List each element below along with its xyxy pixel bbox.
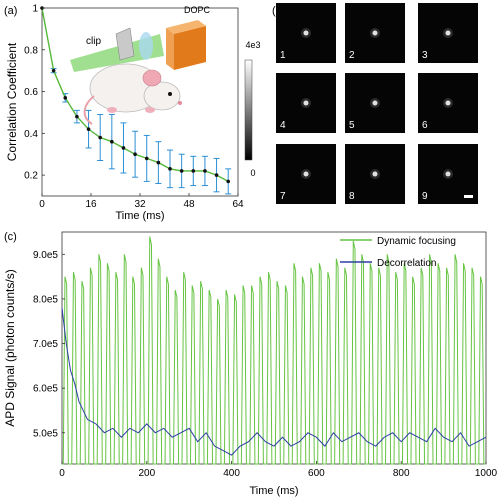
y-tick-label: 9.0e5 — [33, 250, 58, 261]
speckle-tile-label: 9 — [422, 191, 428, 202]
data-point — [52, 69, 56, 73]
speckle-tile-label: 6 — [422, 120, 428, 131]
mouse-paw — [145, 107, 155, 113]
panel-c-x-axis-label: Time (ms) — [249, 485, 298, 497]
x-tick-label: 32 — [134, 199, 146, 210]
data-point — [180, 169, 184, 173]
panel-a-x-axis-label: Time (ms) — [115, 210, 164, 222]
speckle-tile: 3 — [418, 3, 478, 63]
dopc-annotation: DOPC — [184, 5, 211, 15]
panel-label-c: (c) — [4, 231, 17, 243]
data-point — [215, 173, 219, 177]
y-tick-label: 6.0e5 — [33, 384, 58, 395]
panel-label-a: (a) — [4, 5, 17, 17]
x-tick-label: 200 — [138, 468, 155, 479]
mouse-head — [144, 82, 180, 110]
panel-c-chart: 0 200 400 600 800 1000 5.0e5 6.0e5 7.0e5 8.0e5 9.… — [33, 232, 498, 479]
focus-spot-halo — [370, 98, 380, 108]
legend-label-decorrelation: Decorrelation — [377, 258, 436, 269]
x-tick-label: 0 — [39, 199, 45, 210]
data-point — [110, 140, 114, 144]
speckle-tile: 8 — [345, 144, 405, 204]
speckle-tile: 2 — [345, 3, 405, 63]
lens — [139, 32, 153, 60]
colorbar-max-label: 4e3 — [245, 40, 260, 50]
data-point — [87, 127, 91, 131]
focus-spot-halo — [301, 28, 311, 38]
x-tick-label: 800 — [393, 468, 410, 479]
panel-c-y-axis-label: APD Signal (photon counts/s) — [3, 269, 17, 426]
speckle-tile: 5 — [345, 73, 405, 133]
data-point — [122, 146, 126, 150]
data-point — [226, 180, 230, 184]
focus-spot-halo — [301, 98, 311, 108]
series-line-decorrelation — [62, 308, 486, 455]
focus-spot-halo — [370, 169, 380, 179]
colorbar-min-label: 0 — [250, 168, 255, 178]
y-tick-label: 7.0e5 — [33, 339, 58, 350]
speckle-tile-label: 4 — [280, 120, 286, 131]
mouse-nose — [178, 101, 182, 105]
speckle-tile: 6 — [418, 73, 478, 133]
scale-bar — [464, 195, 473, 198]
x-tick-label: 64 — [232, 199, 244, 210]
data-point — [133, 152, 137, 156]
x-tick-label: 1000 — [475, 468, 498, 479]
legend-label-dynamic-focusing: Dynamic focusing — [377, 236, 456, 247]
dopc-block-front — [166, 28, 174, 70]
panel-a-x-ticks: 0 16 32 48 64 — [39, 193, 244, 210]
speckle-tile-label: 7 — [280, 191, 286, 202]
x-tick-label: 16 — [85, 199, 97, 210]
speckle-tile-label: 2 — [349, 50, 355, 61]
speckle-tile-label: 1 — [280, 50, 286, 61]
x-tick-label: 48 — [183, 199, 195, 210]
y-tick-label: 5.0e5 — [33, 428, 58, 439]
focus-spot-halo — [443, 169, 453, 179]
data-point — [75, 115, 79, 119]
data-point — [191, 169, 195, 173]
x-tick-label: 0 — [59, 468, 65, 479]
mouse-eye — [168, 92, 172, 96]
data-point — [168, 167, 172, 171]
data-point — [98, 136, 102, 140]
data-point — [203, 169, 207, 173]
speckle-tile: 4 — [276, 73, 336, 133]
y-tick-label: 1 — [32, 4, 38, 15]
mouse-ear — [143, 70, 161, 86]
speckle-tile-label: 8 — [349, 191, 355, 202]
speckle-tile-label: 5 — [349, 120, 355, 131]
data-point — [63, 96, 67, 100]
colorbar — [245, 60, 252, 160]
speckle-tile-label: 3 — [422, 50, 428, 61]
x-tick-label: 600 — [308, 468, 325, 479]
focus-spot-halo — [301, 169, 311, 179]
speckle-tile: 1 — [276, 3, 336, 63]
panel-a-y-axis-label: Correlation Coefficient — [5, 42, 19, 161]
focus-spot-halo — [370, 28, 380, 38]
mouse-paw — [107, 107, 117, 113]
speckle-tile: 7 — [276, 144, 336, 204]
data-point — [145, 157, 149, 161]
panel-c-y-ticks: 5.0e5 6.0e5 7.0e5 8.0e5 9.0e5 — [33, 250, 65, 439]
speckle-image-grid: 1 2 3 4 5 6 7 8 9 — [276, 3, 478, 204]
x-tick-label: 400 — [223, 468, 240, 479]
data-point — [157, 161, 161, 165]
y-tick-label: 0.8 — [24, 45, 38, 56]
focus-spot-halo — [443, 28, 453, 38]
y-tick-label: 0.2 — [24, 171, 38, 182]
series-line-dynamic-focusing — [62, 236, 486, 464]
y-tick-label: 0.4 — [24, 129, 38, 140]
clip-annotation: clip — [86, 36, 101, 47]
focus-spot-halo — [443, 98, 453, 108]
y-tick-label: 0.6 — [24, 87, 38, 98]
y-tick-label: 8.0e5 — [33, 294, 58, 305]
